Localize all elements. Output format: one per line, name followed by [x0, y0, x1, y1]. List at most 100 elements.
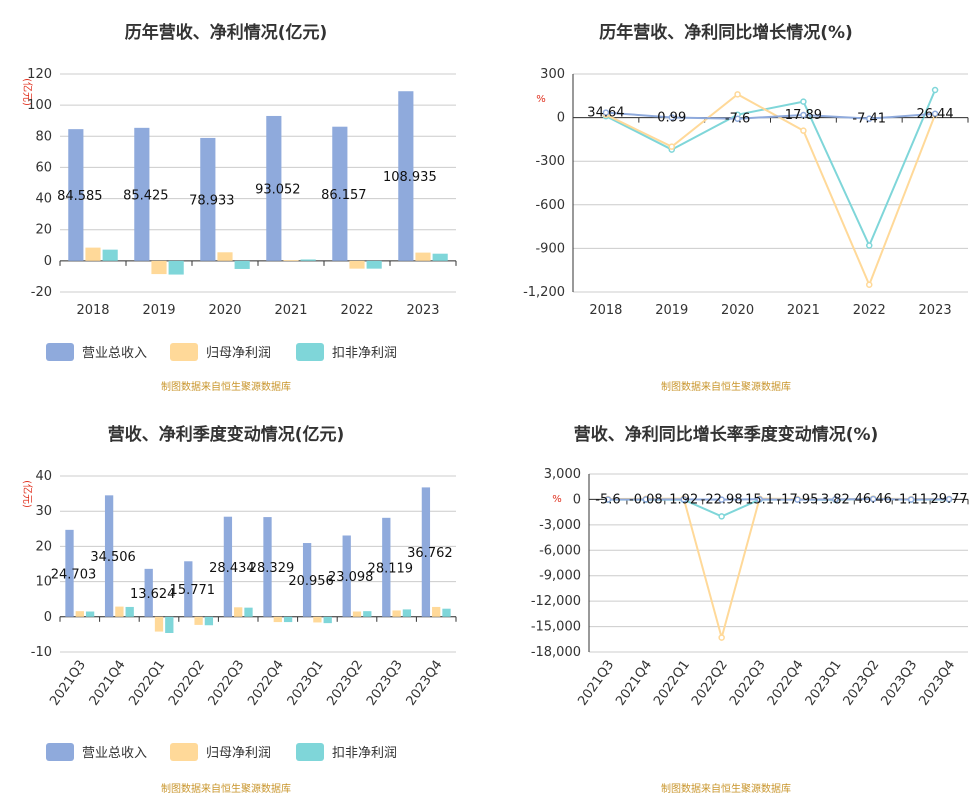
chart-group: 历年营收、净利同比增长情况(%)% 300 0 -300 -600 -900 -1,200 2…	[523, 22, 969, 393]
data-point-revenue	[668, 114, 675, 121]
bar-revenue	[223, 516, 233, 617]
chart-annual-revenue-profit: 历年营收、净利情况(亿元) (亿元) 120 100 80 60 40 20 0 -20 2018 2…	[0, 0, 488, 404]
unit-label: %	[536, 94, 546, 105]
x-tick-label: 2022Q3	[206, 658, 248, 709]
bar-deducted_profit	[168, 260, 184, 275]
y-tick-label: 60	[35, 160, 52, 175]
chart-group: 营收、净利季度变动情况(亿元)(亿元)403020100-102021Q3202…	[21, 424, 457, 795]
bar-net_profit	[154, 616, 164, 632]
data-point-revenue	[602, 109, 610, 116]
bar-net_profit	[349, 260, 365, 269]
y-tick-label: -300	[535, 154, 565, 169]
data-label: 26.44	[916, 107, 953, 122]
data-point-net_profit	[866, 281, 873, 288]
bar-net_profit	[234, 607, 243, 617]
bar-net_profit	[151, 260, 167, 275]
data-label: 3.82	[821, 492, 850, 507]
series-line-revenue	[607, 498, 950, 501]
bar-deducted_profit	[204, 616, 214, 626]
x-tick-label: 2021Q3	[47, 658, 89, 709]
data-point-revenue	[832, 496, 839, 503]
bar-revenue	[398, 91, 414, 261]
unit-label: (亿元)	[21, 480, 34, 508]
data-label: 34.64	[587, 106, 624, 121]
bar-net_profit	[392, 610, 401, 617]
legend-label: 营业总收入	[82, 746, 147, 761]
bar-net_profit	[415, 252, 431, 261]
legend-swatch-revenue	[46, 343, 74, 361]
x-tick-label: 2023Q4	[404, 658, 446, 709]
x-tick-label: 2023	[919, 303, 952, 318]
x-tick-label: 2018	[76, 303, 109, 318]
bar-revenue	[421, 487, 431, 617]
bar-deducted_profit	[402, 609, 412, 617]
source-note: 制图数据来自恒生聚源数据库	[661, 782, 791, 795]
data-point-revenue	[604, 496, 612, 503]
bar-deducted_profit	[234, 260, 250, 269]
bar-revenue	[144, 568, 153, 617]
data-label: 0.99	[657, 110, 686, 125]
data-point-revenue	[794, 496, 801, 503]
y-tick-label: -15,000	[531, 620, 581, 635]
x-tick-label: 2022Q4	[765, 658, 807, 709]
bar-deducted_profit	[244, 607, 253, 617]
quarterly-growth-chart-svg: 营收、净利同比增长率季度变动情况(%)% 3,000 0 -3,000 -6,000 -9…	[531, 424, 969, 795]
x-tick-label: 2021Q4	[613, 658, 655, 709]
y-tick-label: -900	[535, 241, 565, 256]
x-tick-label: 2022Q2	[689, 658, 731, 709]
y-tick-label: 30	[35, 504, 52, 519]
data-label: 29.77	[930, 492, 967, 507]
bar-deducted_profit	[432, 253, 448, 261]
data-label: 1.92	[669, 492, 698, 507]
series-line-net_profit	[607, 497, 950, 642]
bar-revenue	[134, 127, 150, 261]
x-tick-label: 2023	[406, 303, 439, 318]
chart-quarterly-growth: 营收、净利同比增长率季度变动情况(%)% 3,000 0 -3,000 -6,000 -9…	[488, 404, 976, 808]
y-tick-label: -20	[31, 285, 52, 300]
data-label: 46.46	[855, 492, 892, 507]
unit-label: %	[552, 494, 562, 505]
x-tick-label: 2022Q1	[126, 658, 168, 709]
bar-deducted_profit	[442, 608, 451, 617]
bar-net_profit	[75, 611, 84, 617]
chart-annual-growth: 历年营收、净利同比增长情况(%)% 300 0 -300 -600 -900 -1,200 2…	[488, 0, 976, 404]
data-point-net_profit	[800, 127, 807, 134]
chart-title: 历年营收、净利情况(亿元)	[125, 22, 328, 43]
series-line-net_profit	[605, 93, 937, 288]
x-tick-label: 2018	[589, 303, 622, 318]
annual-growth-chart-svg: 历年营收、净利同比增长情况(%)% 300 0 -300 -600 -900 -1,200 2…	[523, 22, 969, 393]
source-note: 制图数据来自恒生聚源数据库	[161, 782, 291, 795]
bar-revenue	[104, 495, 114, 617]
data-point-revenue	[945, 495, 953, 503]
data-point-revenue	[931, 110, 939, 118]
data-point-deducted_profit	[931, 86, 939, 94]
y-tick-label: -18,000	[531, 645, 581, 660]
bar-deducted_profit	[366, 260, 382, 269]
data-label: -7.41	[852, 112, 886, 127]
legend-swatch-net_profit	[170, 743, 198, 761]
bar-deducted_profit	[165, 616, 174, 633]
data-point-revenue	[870, 495, 877, 503]
data-label: 36.762	[407, 546, 453, 561]
data-point-revenue	[907, 496, 915, 503]
bar-revenue	[382, 517, 391, 617]
bar-net_profit	[432, 606, 441, 617]
data-point-net_profit	[734, 91, 741, 98]
data-point-revenue	[642, 496, 650, 503]
x-tick-label: 2022Q1	[651, 658, 693, 709]
source-note: 制图数据来自恒生聚源数据库	[161, 380, 291, 393]
chart-title: 营收、净利季度变动情况(亿元)	[108, 424, 345, 445]
data-label: 28.329	[249, 561, 295, 576]
bar-net_profit	[273, 616, 282, 623]
y-tick-label: 0	[573, 492, 581, 507]
chart-group: 营收、净利同比增长率季度变动情况(%)% 3,000 0 -3,000 -6,000 -9…	[531, 424, 969, 795]
data-point-net_profit	[668, 143, 675, 150]
y-tick-label: -600	[535, 198, 565, 213]
y-tick-label: -3,000	[539, 518, 581, 533]
data-label: 28.119	[368, 561, 414, 576]
x-tick-label: 2023Q1	[285, 658, 327, 709]
data-point-deducted_profit	[866, 242, 873, 249]
bar-revenue	[68, 129, 84, 261]
x-tick-label: 2023Q3	[364, 658, 406, 709]
y-tick-label: -9,000	[539, 569, 581, 584]
